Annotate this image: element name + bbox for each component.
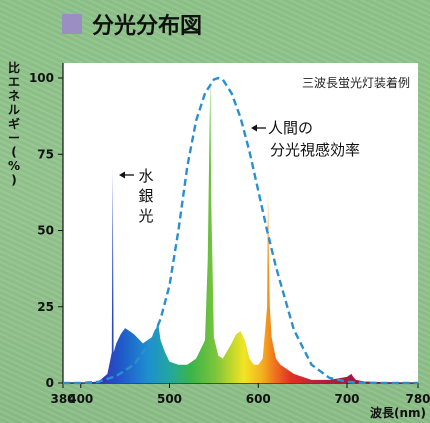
x-tick-label: 700: [334, 392, 359, 406]
annotation-arrow-head: [119, 171, 125, 179]
y-axis-label-char: ル: [8, 103, 20, 117]
plot-area: [63, 63, 418, 383]
x-tick-label: 500: [157, 392, 182, 406]
chart-note: 三波長蛍光灯装着例: [302, 75, 410, 90]
y-tick-label: 75: [37, 147, 54, 161]
annotation-arrow-head: [251, 124, 257, 132]
annotation-vertical-char: 水: [138, 167, 153, 185]
y-tick-label: 100: [29, 71, 54, 85]
y-tick-label: 0: [46, 376, 54, 390]
x-axis-label: 波長(nm): [370, 405, 426, 420]
title-bar: 分光分布図: [62, 10, 203, 39]
y-axis-label-char: ネ: [8, 89, 20, 103]
chart-title: 分光分布図: [92, 14, 203, 39]
y-tick-label: 50: [37, 224, 54, 238]
y-axis-label-char: (: [11, 145, 16, 159]
x-tick-label: 600: [246, 392, 271, 406]
y-tick-label: 25: [37, 300, 54, 314]
annotation-vertical-char: 光: [138, 207, 153, 225]
annotation-label-line: 人間の: [268, 119, 313, 137]
x-tick-label: 380: [50, 392, 75, 406]
lamp-spectrum-area: [80, 78, 419, 383]
y-axis-label-char: エ: [8, 75, 20, 89]
y-axis-label-char: ): [11, 173, 16, 187]
x-tick-label: 400: [68, 392, 93, 406]
annotation-vertical-char: 銀: [138, 187, 153, 205]
x-tick-label: 780: [405, 392, 430, 406]
y-axis-label-char: 比: [8, 60, 20, 75]
title-square-icon: [62, 14, 82, 34]
y-axis-label-char: %: [8, 159, 20, 173]
y-axis-label-char: ギ: [8, 116, 20, 131]
annotation-label-line: 分光視感効率: [270, 141, 360, 159]
y-axis-label-char: ー: [8, 131, 20, 145]
